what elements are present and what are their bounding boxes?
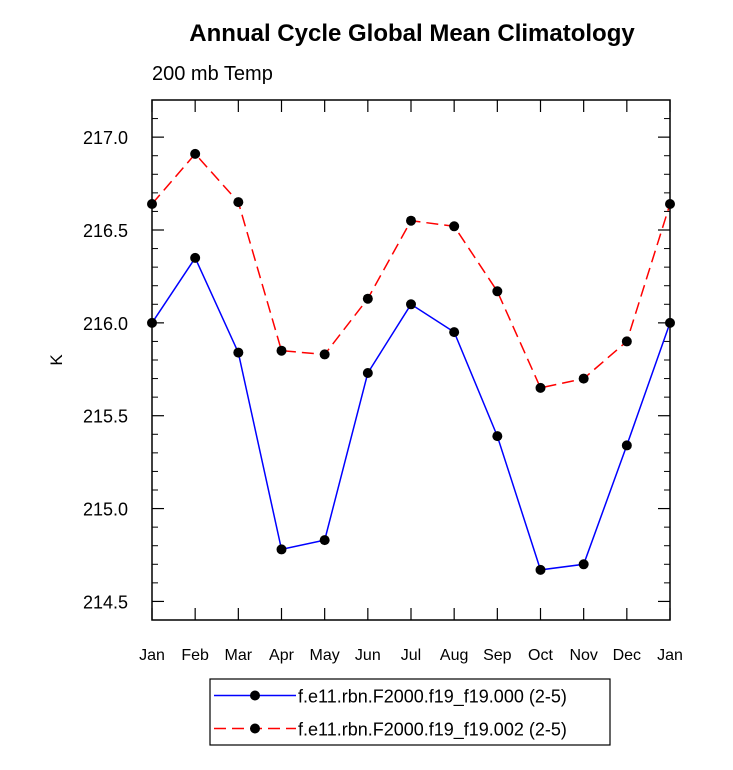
data-point [449, 327, 460, 338]
y-tick-labels: 214.5 215.0 215.5 216.0 216.5 217.0 [83, 128, 128, 612]
x-tick-label: Nov [569, 647, 597, 664]
y-tick-label: 215.5 [83, 407, 128, 427]
data-point [621, 336, 632, 347]
y-tick-label: 217.0 [83, 128, 128, 148]
x-tick-label: Feb [181, 647, 209, 664]
x-tick-label: Oct [528, 647, 553, 664]
data-point [535, 564, 546, 575]
legend-entry-label: f.e11.rbn.F2000.f19_f19.002 (2-5) [298, 720, 567, 741]
x-tick-label: Mar [225, 647, 253, 664]
data-point [319, 349, 330, 360]
data-point [621, 440, 632, 451]
x-tick-label: Aug [440, 647, 468, 664]
data-point [276, 544, 287, 555]
data-point [362, 293, 373, 304]
x-tick-label: Sep [483, 647, 512, 664]
x-tick-label: Jun [355, 647, 381, 664]
plot-frame [151, 99, 671, 621]
legend-box [209, 678, 611, 746]
data-point [362, 368, 373, 378]
x-tick-label: Apr [269, 647, 295, 664]
data-point [233, 347, 244, 358]
legend-entry-label: f.e11.rbn.F2000.f19_f19.000 (2-5) [298, 687, 567, 708]
x-tick-label: May [310, 647, 340, 664]
data-point [492, 286, 503, 297]
y-axis-label: K [47, 354, 66, 366]
chart-subtitle: 200 mb Temp [152, 63, 273, 85]
data-point [449, 221, 460, 232]
y-tick-label: 216.0 [83, 314, 128, 334]
data-point [535, 382, 546, 393]
data-point [190, 252, 201, 263]
y-tick-label: 215.0 [83, 500, 128, 520]
chart-title: Annual Cycle Global Mean Climatology [189, 20, 635, 47]
data-point [406, 299, 416, 310]
data-point [492, 431, 503, 442]
y-tick-label: 214.5 [83, 592, 128, 612]
legend: f.e11.rbn.F2000.f19_f19.000 (2-5) f.e11.r… [209, 678, 611, 746]
data-point [578, 559, 589, 570]
legend-swatch-marker [250, 723, 260, 734]
series-line [151, 152, 671, 389]
data-point [276, 345, 287, 356]
data-point [406, 215, 416, 226]
data-point [233, 197, 244, 208]
data-point [578, 373, 589, 384]
y-tick-label: 216.5 [83, 221, 128, 241]
x-tick-labels: Jan Feb Mar Apr May Jun Jul Aug Sep Oct Nov Dec Jan [139, 647, 683, 664]
series-group [147, 148, 675, 575]
data-point [319, 535, 330, 546]
data-point [190, 148, 201, 159]
x-tick-label: Dec [613, 647, 641, 664]
x-tick-label: Jan [657, 647, 683, 664]
x-tick-label: Jan [139, 647, 165, 664]
legend-swatch-marker [250, 690, 260, 701]
x-tick-label: Jul [401, 647, 421, 664]
